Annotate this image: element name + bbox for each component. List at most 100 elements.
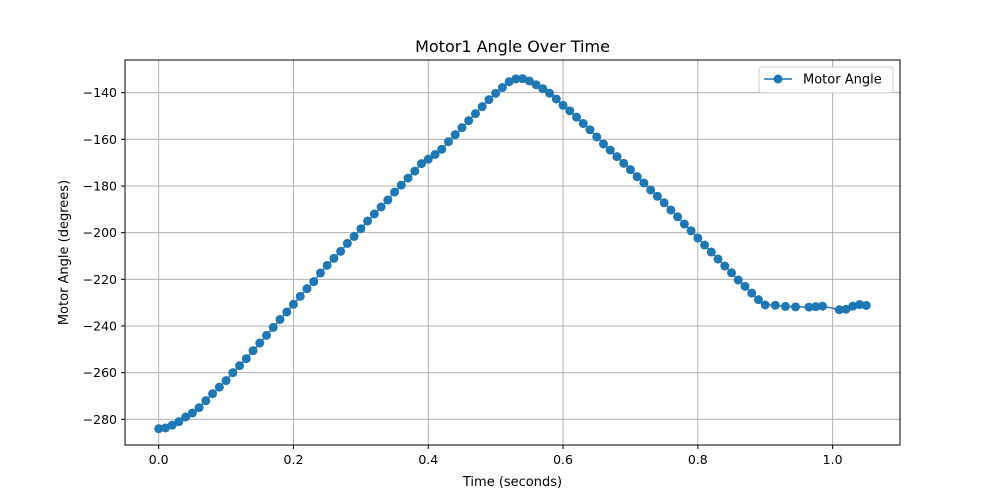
data-point (524, 76, 534, 86)
data-point (349, 231, 359, 241)
data-point (228, 368, 238, 378)
data-point (720, 261, 730, 271)
data-point (369, 209, 379, 219)
data-point (255, 338, 265, 348)
data-point (396, 180, 406, 190)
data-point (619, 158, 629, 168)
plot-area (154, 74, 871, 434)
data-point (160, 423, 170, 433)
legend-label: Motor Angle (803, 73, 882, 88)
data-point (167, 420, 177, 430)
data-point (201, 396, 211, 406)
data-point (376, 202, 386, 212)
data-point (477, 102, 487, 112)
data-point (545, 88, 555, 98)
data-point (740, 281, 750, 291)
data-point (780, 301, 790, 311)
data-point (747, 288, 757, 298)
y-tick-label: −200 (83, 225, 117, 240)
data-point (733, 275, 743, 285)
x-axis-ticks: 0.0 0.2 0.4 0.6 0.8 1.0 (149, 445, 843, 467)
data-point (363, 216, 373, 226)
data-point (221, 376, 231, 386)
data-point (268, 322, 278, 332)
y-tick-label: −160 (83, 132, 117, 147)
data-point (673, 212, 683, 222)
data-point (841, 304, 851, 314)
grid-lines (125, 60, 900, 445)
data-point (430, 150, 440, 159)
data-point (464, 116, 474, 126)
y-tick-label: −140 (83, 85, 117, 100)
data-point (443, 137, 453, 147)
data-point (450, 130, 460, 140)
data-point (275, 314, 285, 324)
x-axis-label: Time (seconds) (462, 475, 562, 490)
data-point (639, 178, 649, 188)
data-point (504, 77, 514, 87)
data-point (585, 125, 595, 135)
data-point (848, 301, 858, 311)
data-point (423, 154, 433, 164)
y-tick-label: −280 (83, 412, 117, 427)
data-point (356, 224, 366, 234)
data-point (565, 106, 575, 116)
data-point (174, 417, 184, 427)
data-point (578, 118, 588, 128)
data-point (760, 300, 770, 310)
data-point (302, 284, 312, 294)
data-point (248, 346, 258, 356)
data-point (470, 109, 480, 119)
data-point (417, 159, 427, 169)
legend-marker-swatch (773, 74, 783, 84)
y-tick-label: −220 (83, 272, 117, 287)
data-point (309, 277, 319, 287)
data-point (484, 95, 494, 105)
data-point (410, 166, 420, 176)
x-tick-label: 0.2 (284, 452, 304, 467)
y-tick-label: −240 (83, 319, 117, 334)
data-point (342, 238, 352, 248)
data-point (855, 300, 865, 310)
data-point (592, 132, 602, 142)
data-point (187, 408, 197, 418)
data-point (679, 219, 689, 229)
x-tick-label: 0.6 (553, 452, 573, 467)
legend: Motor Angle (758, 66, 894, 94)
data-point (632, 172, 642, 182)
data-point (403, 173, 413, 183)
legend-box (758, 66, 894, 94)
data-point (511, 74, 521, 84)
data-point (235, 361, 245, 371)
data-point (706, 247, 716, 257)
data-point (659, 198, 669, 208)
x-tick-label: 0.4 (418, 452, 438, 467)
data-point (861, 300, 871, 310)
data-point (329, 253, 339, 263)
data-point (834, 305, 844, 315)
data-point (437, 144, 447, 154)
y-axis-label: Motor Angle (degrees) (57, 180, 72, 325)
data-point (598, 139, 608, 149)
data-point (288, 299, 298, 309)
x-tick-label: 1.0 (823, 452, 843, 467)
data-point (531, 80, 541, 90)
y-tick-label: −260 (83, 365, 117, 380)
data-point (625, 165, 635, 175)
data-point (572, 112, 582, 122)
plot-frame (124, 59, 901, 446)
data-point (558, 100, 568, 110)
data-point (181, 412, 191, 422)
data-point (538, 84, 548, 94)
data-point (383, 195, 393, 205)
y-tick-label: −180 (83, 179, 117, 194)
data-point (497, 83, 507, 93)
data-point (390, 187, 400, 197)
data-point (652, 191, 662, 201)
data-point (241, 354, 251, 364)
data-point (811, 302, 821, 312)
data-point (686, 226, 696, 236)
data-point (770, 300, 780, 310)
data-point (154, 424, 164, 434)
